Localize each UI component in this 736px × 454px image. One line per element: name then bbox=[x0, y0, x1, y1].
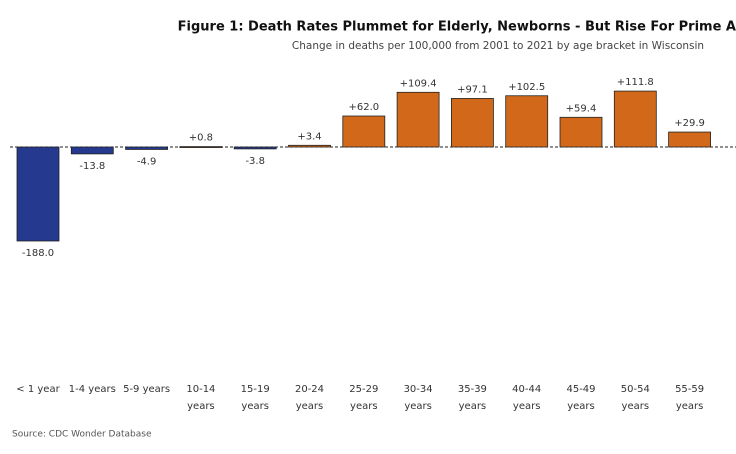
value-label: +109.4 bbox=[400, 78, 437, 89]
x-tick-label: 35-39 years bbox=[457, 384, 487, 412]
value-label: -13.8 bbox=[79, 161, 105, 172]
x-tick-label: 50-54 years bbox=[620, 384, 650, 412]
bar bbox=[125, 146, 168, 150]
bar bbox=[396, 91, 440, 148]
value-label: -3.8 bbox=[245, 156, 265, 167]
value-label: +111.8 bbox=[617, 77, 654, 88]
x-tick-label: 20-24 years bbox=[294, 384, 325, 412]
bar bbox=[179, 146, 223, 149]
bar bbox=[450, 98, 494, 148]
x-tick-label: 10-14 years bbox=[186, 384, 216, 412]
bar bbox=[613, 90, 657, 148]
bar bbox=[668, 131, 711, 148]
value-label: +3.4 bbox=[297, 131, 321, 142]
value-label: +0.8 bbox=[189, 133, 213, 144]
value-label: +62.0 bbox=[348, 102, 379, 113]
bar bbox=[288, 144, 331, 148]
x-tick-label: 45-49 years bbox=[566, 384, 596, 412]
value-label: -188.0 bbox=[22, 248, 54, 259]
chart-title: Figure 1: Death Rates Plummet for Elderl… bbox=[178, 20, 736, 35]
value-label: +29.9 bbox=[674, 118, 705, 129]
x-tick-label: 40-44 years bbox=[512, 384, 542, 412]
source: Source: CDC Wonder Database bbox=[12, 430, 152, 440]
value-label: +102.5 bbox=[508, 82, 545, 93]
value-label: +59.4 bbox=[566, 103, 597, 114]
x-tick-label: < 1 year bbox=[16, 384, 60, 395]
x-tick-label: 1-4 years bbox=[68, 384, 116, 395]
bar bbox=[16, 146, 60, 242]
x-tick-label: 30-34 years bbox=[403, 384, 433, 412]
bar bbox=[559, 116, 603, 148]
value-label: -4.9 bbox=[137, 156, 157, 167]
bar bbox=[505, 95, 549, 148]
x-tick-label: 25-29 years bbox=[349, 384, 379, 412]
x-tick-label: 55-59 years bbox=[675, 384, 705, 412]
bar bbox=[342, 115, 386, 148]
bar bbox=[70, 146, 114, 155]
x-tick-label: 5-9 years bbox=[123, 384, 171, 395]
x-tick-label: 15-19 years bbox=[240, 384, 270, 412]
chart-subtitle: Change in deaths per 100,000 from 2001 t… bbox=[292, 40, 704, 52]
value-label: +97.1 bbox=[457, 84, 488, 95]
bar bbox=[233, 146, 277, 150]
